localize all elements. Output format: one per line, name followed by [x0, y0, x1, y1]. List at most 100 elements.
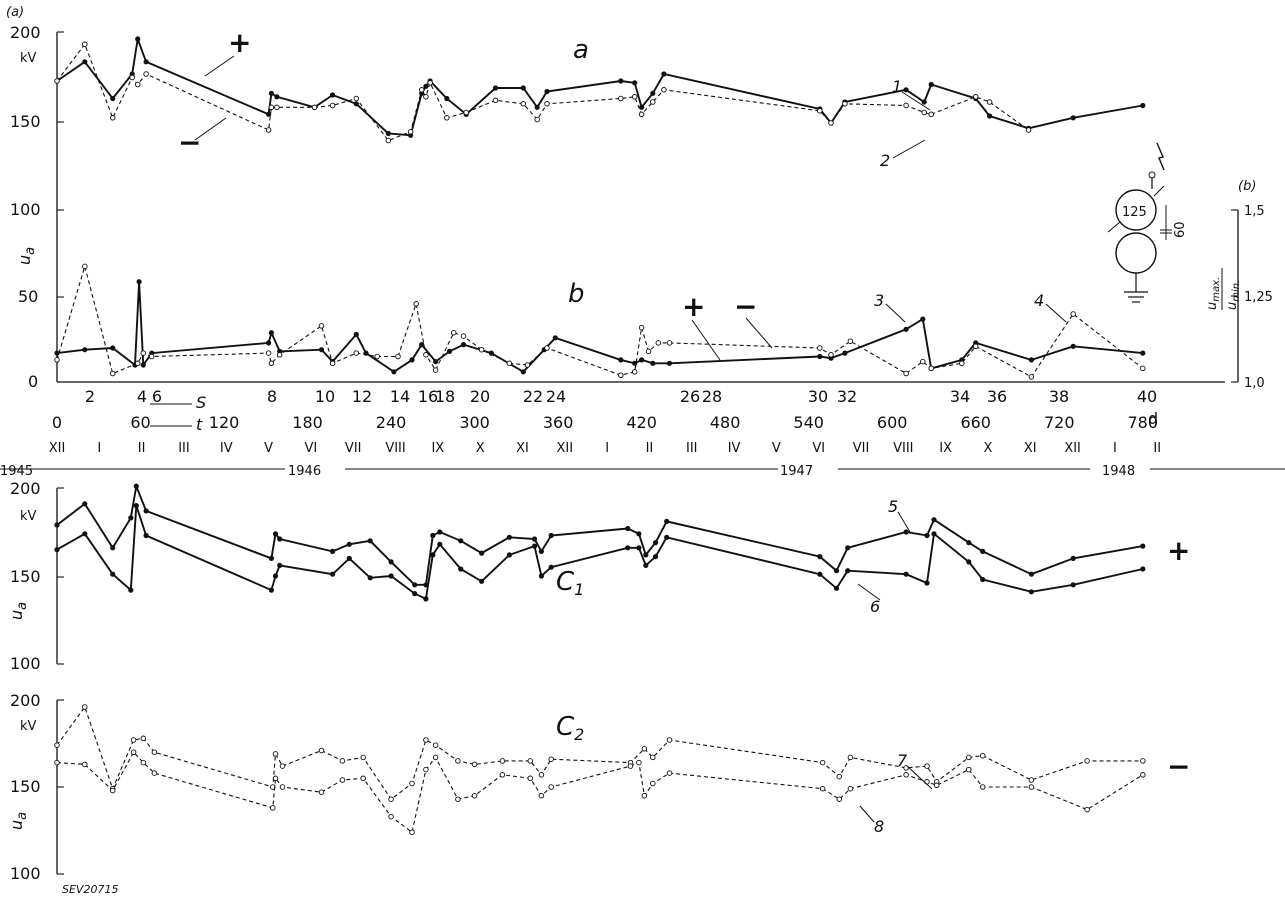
footer-code: SEV20715 — [62, 883, 118, 896]
data-point-b-4-5 — [148, 353, 155, 360]
data-point-c2-8-24 — [641, 792, 648, 799]
data-point-a-2-26 — [650, 99, 656, 105]
data-point-c1-6-5 — [143, 532, 149, 539]
data-point-c2-7-28 — [847, 754, 854, 761]
panel-c2-axes: 200 kV 150 100 ua C2 − SEV20715 — [7, 691, 1190, 896]
data-point-c2-7-21 — [548, 756, 554, 762]
b-minus-sign: − — [734, 290, 757, 323]
series-line-c2-7 — [56, 705, 1143, 800]
data-point-c1-6-7 — [272, 573, 279, 579]
sample-number-38: 38 — [1049, 387, 1069, 406]
data-point-c1-6-31 — [903, 571, 909, 577]
data-point-b-4-37 — [1028, 374, 1035, 380]
inset-value-circle: 125 — [1122, 205, 1147, 220]
data-point-a-2-2 — [109, 115, 116, 121]
data-point-c2-7-35 — [1084, 758, 1090, 764]
data-point-c1-6-10 — [346, 555, 352, 562]
data-point-b-3-21 — [520, 369, 526, 375]
month-25: I — [1113, 441, 1117, 456]
month-24: XII — [1064, 441, 1081, 456]
data-point-c1-5-9 — [330, 548, 336, 555]
data-point-c2-8-13 — [409, 829, 415, 835]
data-point-a-2-0 — [54, 78, 60, 84]
sample-number-40: 40 — [1137, 387, 1157, 406]
sample-number-18: 18 — [435, 387, 455, 406]
data-point-c1-5-18 — [479, 550, 485, 556]
data-point-b-3-33 — [920, 316, 926, 322]
data-point-c2-7-19 — [527, 758, 534, 764]
data-point-a-2-9 — [311, 104, 318, 111]
data-point-b-3-29 — [817, 353, 823, 360]
c2-y-tick-100: 100 — [10, 864, 41, 883]
data-point-c2-8-15 — [432, 754, 439, 761]
data-point-c1-6-13 — [412, 591, 418, 597]
data-point-a-2-1 — [82, 41, 88, 48]
data-point-a-2-30 — [842, 101, 848, 107]
y2-tick-1-0: 1,0 — [1244, 376, 1265, 391]
data-point-c1-6-29 — [833, 585, 840, 591]
data-point-c1-5-0 — [54, 522, 60, 528]
data-point-a-1-21 — [534, 104, 540, 110]
data-point-b-4-39 — [1140, 365, 1146, 372]
data-point-c1-5-20 — [531, 536, 538, 542]
panel-title-b: b — [568, 279, 585, 309]
data-point-a-2-17 — [444, 115, 450, 121]
panel-title-a: a — [573, 35, 589, 65]
curve-label-1: 1 — [892, 77, 902, 96]
data-point-b-4-30 — [828, 352, 834, 358]
series-line-c1-5 — [56, 482, 1143, 586]
data-point-c2-7-32 — [966, 754, 972, 761]
data-point-c2-7-14 — [423, 737, 429, 743]
inset-value-gap: 60 — [1173, 221, 1188, 238]
data-point-c2-7-33 — [979, 752, 986, 759]
data-point-c1-6-19 — [506, 552, 512, 558]
data-point-b-3-7 — [266, 340, 272, 346]
data-point-b-3-37 — [1028, 357, 1034, 363]
data-point-a-1-37 — [1070, 115, 1076, 121]
data-point-b-4-0 — [54, 357, 60, 363]
data-point-c2-8-6 — [270, 805, 276, 811]
panel-label-b: (b) — [1238, 179, 1256, 194]
data-point-c2-7-24 — [650, 754, 656, 761]
data-point-c2-7-4 — [140, 735, 147, 742]
data-point-c1-5-19 — [506, 534, 512, 540]
data-point-a-2-23 — [618, 95, 624, 102]
month-2: II — [138, 441, 146, 456]
data-point-c2-8-34 — [979, 784, 986, 790]
data-point-c2-8-30 — [903, 772, 909, 778]
data-point-b-4-1 — [82, 263, 88, 270]
data-point-c1-6-0 — [54, 547, 60, 553]
series-line-b-4 — [56, 264, 1144, 378]
data-point-c2-8-14 — [423, 766, 429, 773]
data-point-a-1-24 — [632, 80, 638, 86]
data-point-b-4-36 — [972, 343, 979, 350]
data-point-a-2-35 — [986, 99, 993, 105]
curve-label-5: 5 — [888, 497, 898, 516]
data-point-c1-5-26 — [653, 540, 659, 546]
sample-number-24: 24 — [546, 387, 566, 406]
data-point-c2-7-1 — [82, 704, 88, 710]
data-point-c2-7-7 — [272, 751, 279, 757]
curve-label-8: 8 — [874, 817, 884, 836]
data-point-a-1-19 — [492, 85, 499, 91]
data-point-a-1-12 — [385, 130, 391, 137]
data-point-c1-5-3 — [128, 515, 134, 521]
data-point-b-3-23 — [552, 335, 558, 341]
month-3: III — [178, 441, 190, 456]
y2-tick-1-25: 1,25 — [1244, 290, 1273, 305]
axis-label-d: d — [1148, 409, 1158, 428]
data-point-c1-6-9 — [330, 571, 336, 577]
data-point-c1-6-32 — [924, 580, 930, 586]
sphere-lower — [1115, 232, 1157, 274]
data-point-b-4-9 — [318, 323, 325, 329]
data-point-c2-7-20 — [538, 772, 545, 778]
data-point-b-3-20 — [488, 350, 494, 356]
data-point-c1-6-8 — [277, 562, 283, 569]
electrode-inset: 125 60 — [1107, 142, 1188, 303]
data-point-c2-8-2 — [109, 787, 116, 794]
month-5: V — [264, 441, 273, 456]
data-point-b-3-24 — [618, 357, 624, 363]
data-point-c1-6-17 — [458, 566, 464, 572]
data-point-a-2-27 — [661, 87, 667, 93]
